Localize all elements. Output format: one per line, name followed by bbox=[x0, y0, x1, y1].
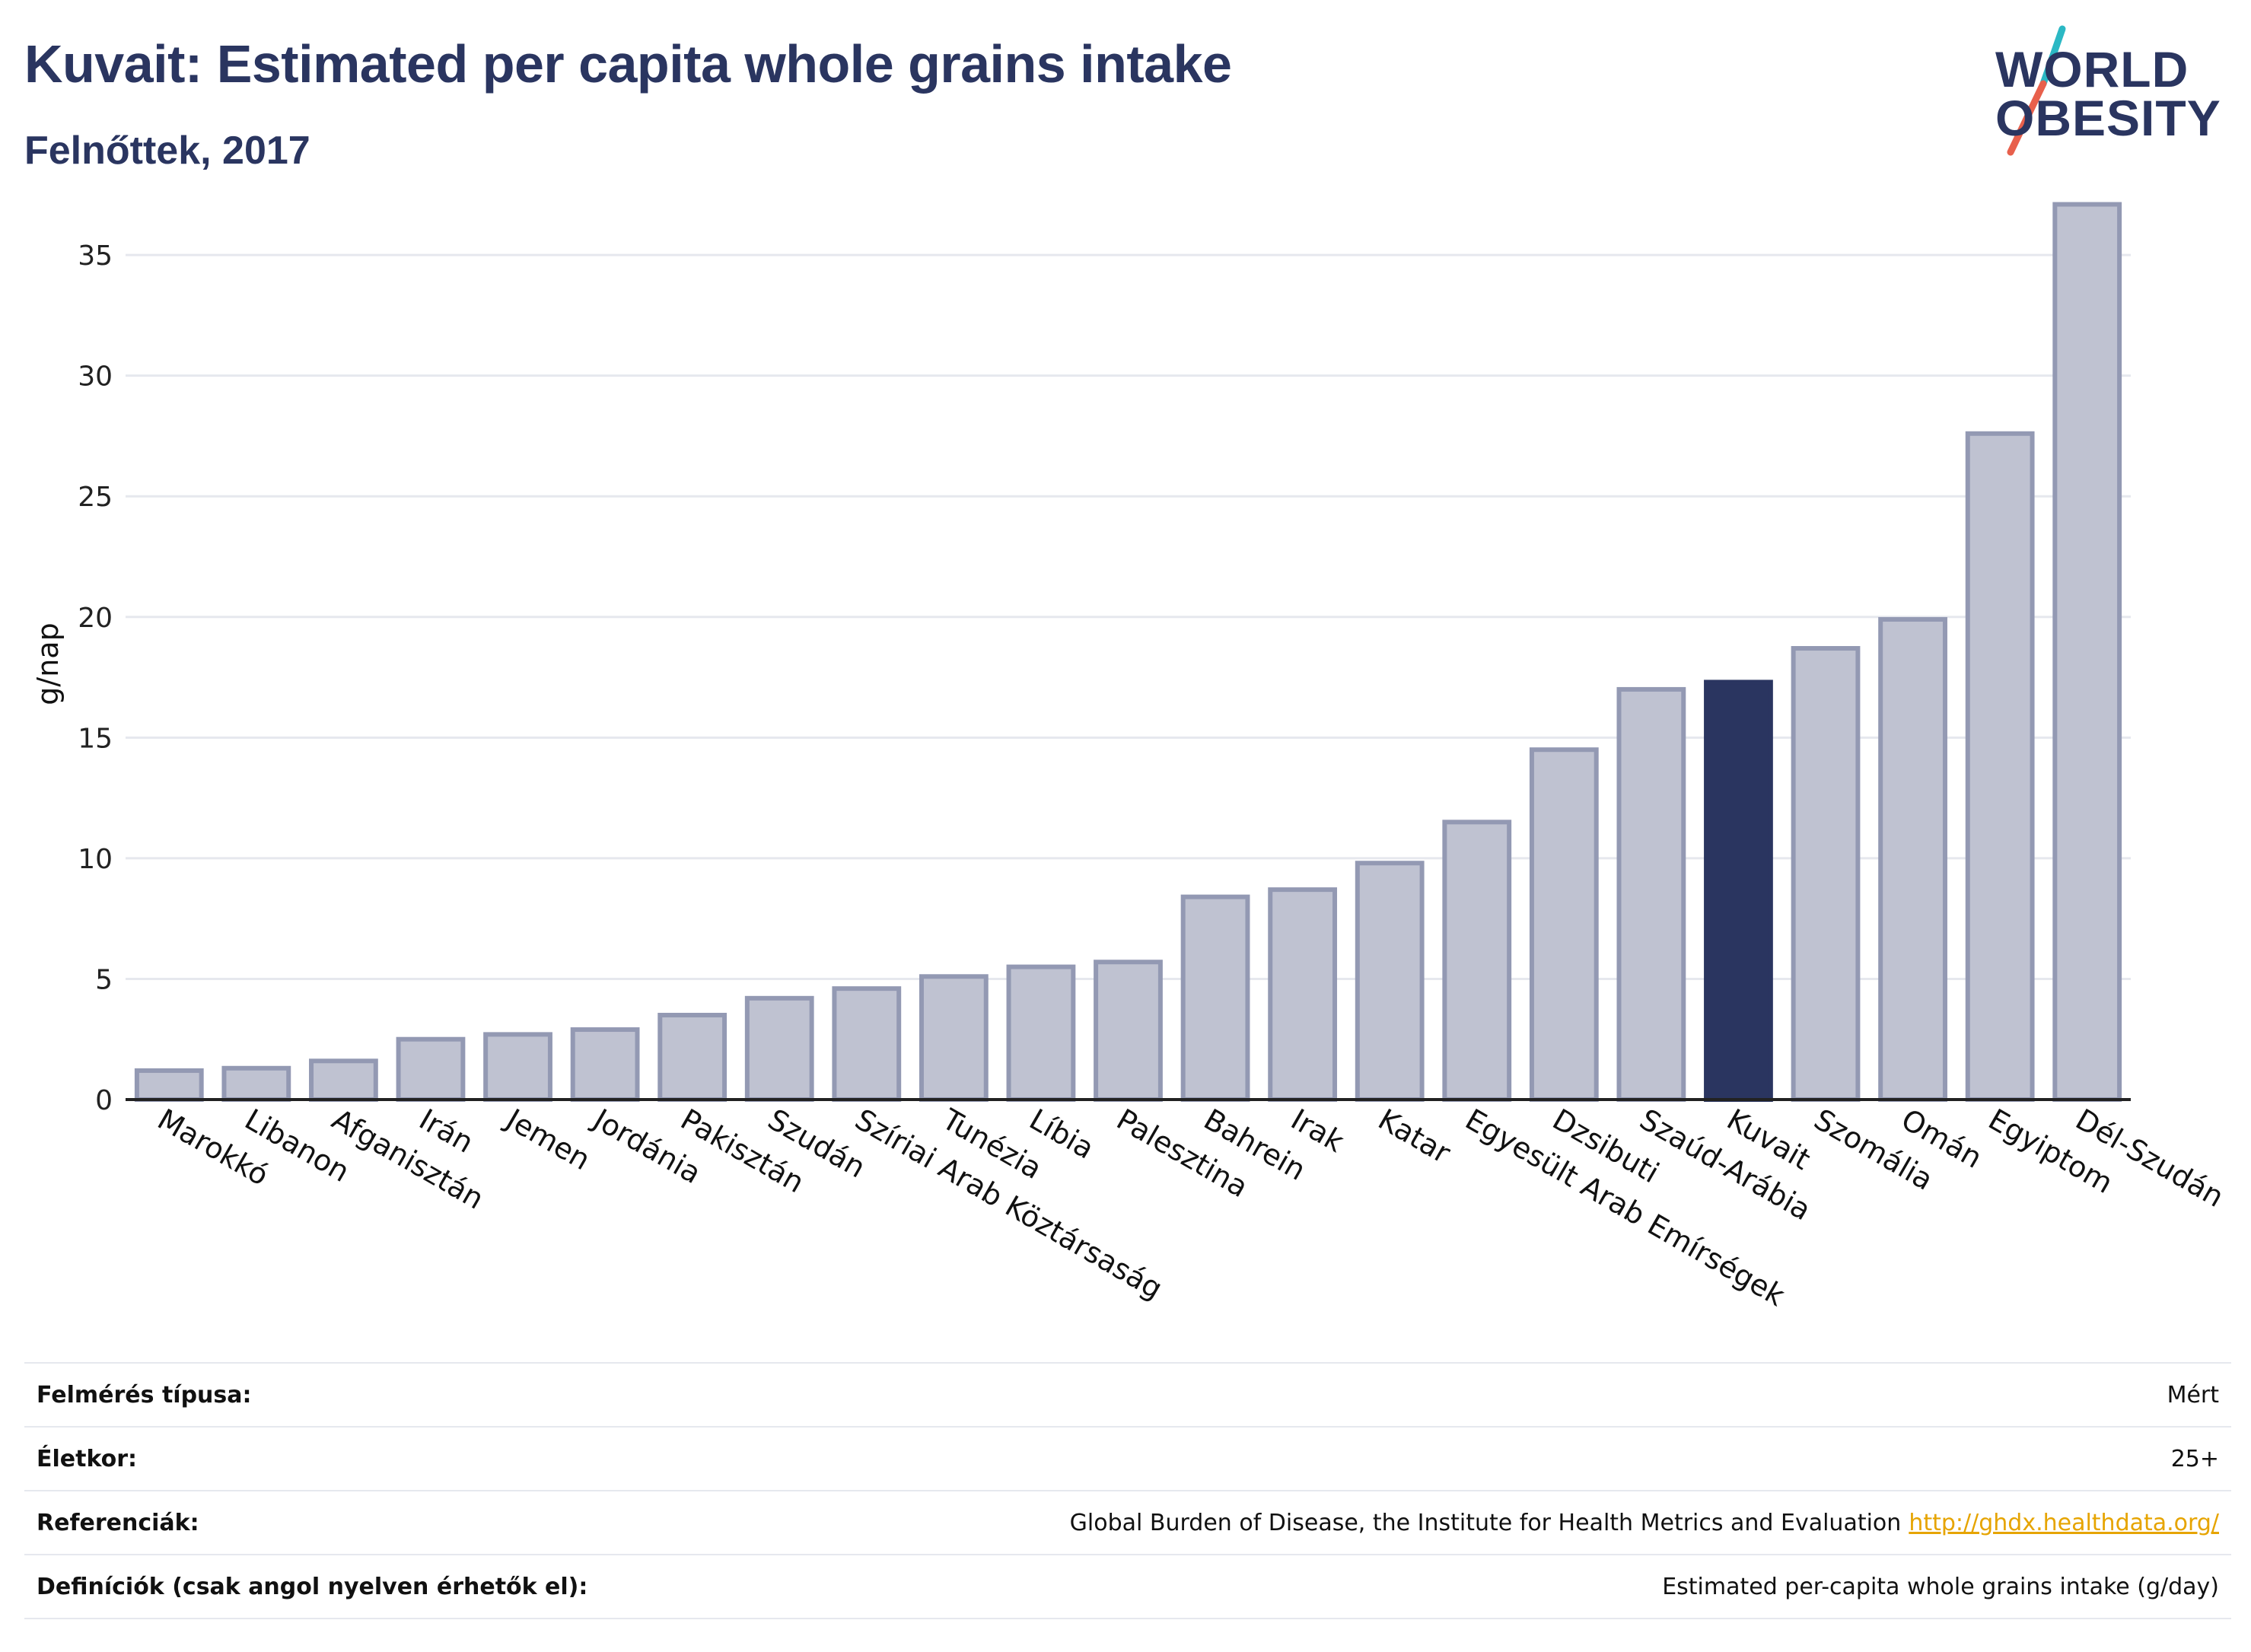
info-label: Felmérés típusa: bbox=[37, 1382, 252, 1408]
bar bbox=[134, 1068, 204, 1103]
logo-slash-top bbox=[2039, 25, 2066, 88]
y-tick-label: 0 bbox=[95, 1085, 113, 1116]
info-row-age: Életkor: 25+ bbox=[24, 1426, 2231, 1490]
y-tick-label: 15 bbox=[78, 723, 113, 754]
bar bbox=[1006, 964, 1076, 1103]
bar bbox=[1529, 747, 1599, 1103]
info-table: Felmérés típusa: Mért Életkor: 25+ Refer… bbox=[24, 1362, 2231, 1619]
y-tick-label: 20 bbox=[78, 603, 113, 634]
reference-text: Global Burden of Disease, the Institute … bbox=[1069, 1510, 1902, 1536]
bar bbox=[483, 1032, 552, 1103]
bar-chart: 0 5 10 15 20 25 30 35 MarokkóLibanonAfganisztán… bbox=[31, 202, 2230, 1313]
bar bbox=[1965, 431, 2035, 1102]
bar bbox=[309, 1058, 378, 1103]
info-row-references: Referenciák: Global Burden of Disease, t… bbox=[24, 1490, 2231, 1554]
y-tick-label: 10 bbox=[78, 844, 113, 875]
bar bbox=[744, 995, 814, 1102]
bar bbox=[1791, 646, 1861, 1102]
y-axis-label: g/nap bbox=[31, 622, 65, 705]
info-value-references: Global Burden of Disease, the Institute … bbox=[1070, 1510, 2219, 1536]
info-row-survey-type: Felmérés típusa: Mért bbox=[24, 1362, 2231, 1426]
bars bbox=[134, 202, 2122, 1103]
logo-slash-bottom bbox=[2007, 80, 2047, 156]
bar bbox=[1268, 887, 1338, 1102]
info-row-definitions: Definíciók (csak angol nyelven érhetők e… bbox=[24, 1554, 2231, 1619]
bar bbox=[832, 986, 902, 1103]
bar bbox=[1180, 894, 1250, 1102]
info-label: Életkor: bbox=[37, 1446, 138, 1472]
bar bbox=[657, 1013, 728, 1103]
bar bbox=[1442, 820, 1512, 1103]
chart-subtitle: Felnőttek, 2017 bbox=[24, 129, 310, 173]
bar bbox=[396, 1036, 466, 1102]
info-value: Mért bbox=[2167, 1382, 2219, 1408]
bar bbox=[221, 1065, 291, 1103]
world-obesity-logo: WORLD OBESITY bbox=[1979, 23, 2245, 160]
info-label: Referenciák: bbox=[37, 1510, 199, 1536]
logo-slash-icon bbox=[2007, 25, 2066, 156]
bar bbox=[1616, 686, 1686, 1102]
y-tick-label: 30 bbox=[78, 361, 113, 393]
bar bbox=[1878, 616, 1947, 1102]
y-tick-labels: 0 5 10 15 20 25 30 35 bbox=[78, 240, 113, 1116]
bar bbox=[570, 1027, 640, 1102]
y-tick-label: 35 bbox=[78, 240, 113, 272]
x-tick-label: Katar bbox=[1373, 1103, 1457, 1170]
y-tick-label: 25 bbox=[78, 482, 113, 513]
logo-text-world: WORLD bbox=[1995, 41, 2189, 97]
bar bbox=[1355, 861, 1425, 1102]
logo-text-obesity: OBESITY bbox=[1995, 90, 2221, 146]
chart-title: Kuvait: Estimated per capita whole grain… bbox=[24, 34, 1232, 94]
x-tick-label: Jemen bbox=[499, 1102, 596, 1177]
bar bbox=[2052, 202, 2122, 1103]
info-label: Definíciók (csak angol nyelven érhetők e… bbox=[37, 1574, 588, 1600]
bar bbox=[1704, 680, 1773, 1102]
info-value: 25+ bbox=[2170, 1446, 2219, 1472]
reference-link[interactable]: http://ghdx.healthdata.org/ bbox=[1909, 1510, 2219, 1536]
info-value: Estimated per-capita whole grains intake… bbox=[1662, 1574, 2219, 1600]
y-tick-label: 5 bbox=[95, 964, 113, 995]
bar bbox=[919, 974, 989, 1103]
bar bbox=[1094, 960, 1163, 1102]
